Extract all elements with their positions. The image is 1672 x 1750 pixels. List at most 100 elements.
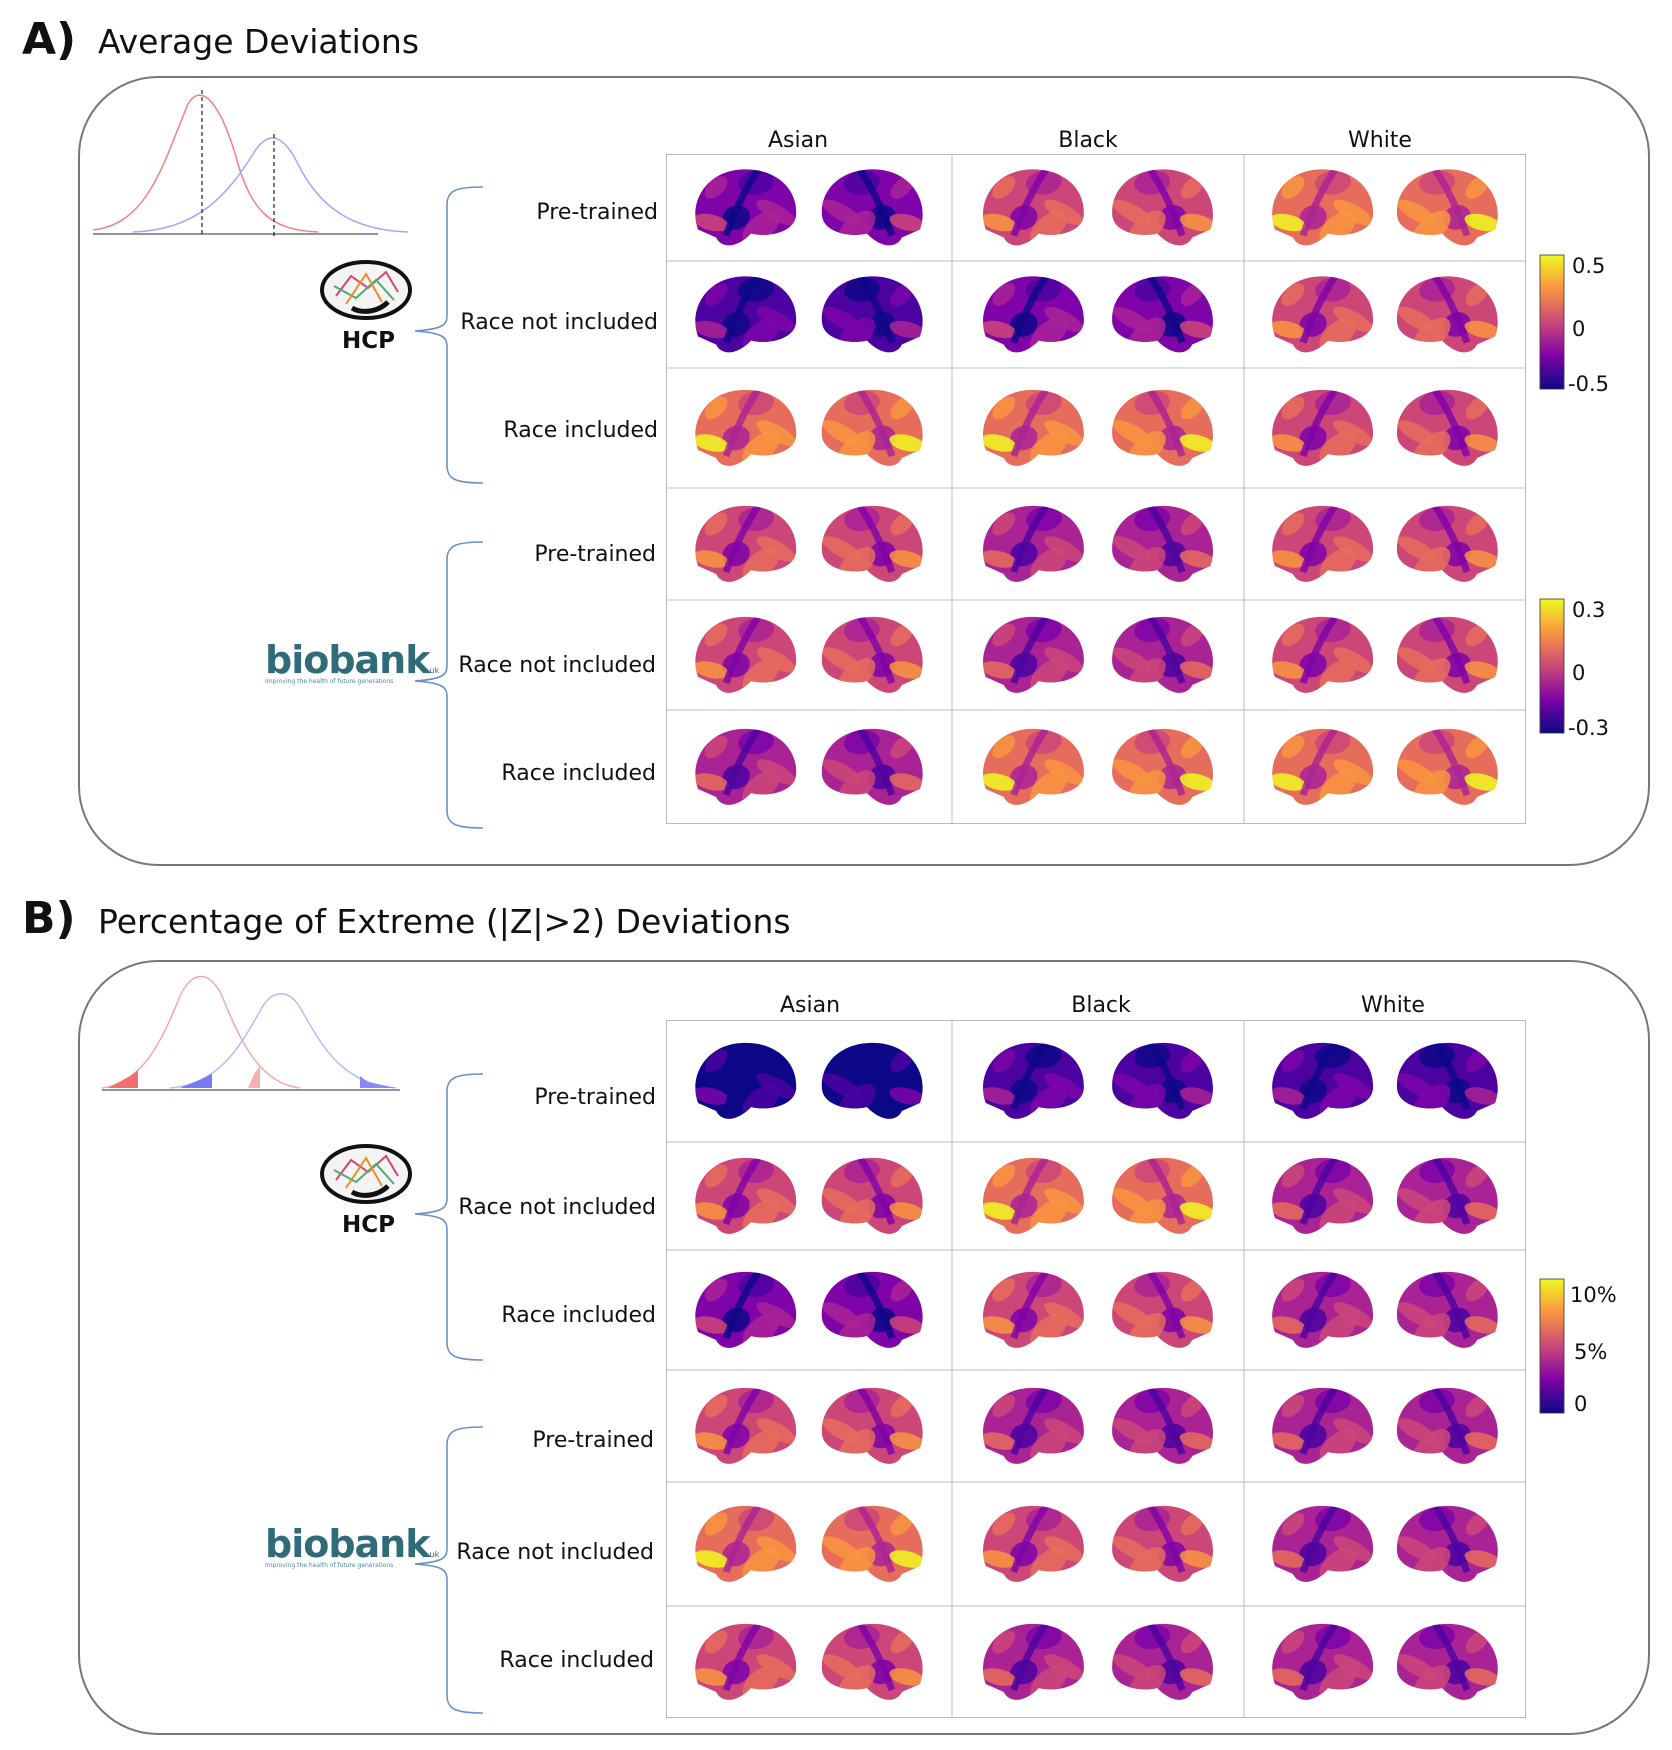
brain-surface-left (1272, 728, 1374, 805)
brain-surface-right (1396, 616, 1498, 693)
brain-surface-right (1396, 1271, 1498, 1348)
biobank-logo-uk: uk (429, 1550, 440, 1559)
biobank-logo-word: biobank (265, 638, 431, 682)
brain-surface-right (821, 1271, 923, 1348)
brain-surface-left (983, 505, 1084, 582)
row-label: Pre-trained (536, 200, 658, 225)
brain-surface-left (1272, 1157, 1374, 1234)
colorbar-a-hcp (1539, 254, 1565, 390)
brain-surface-right (1112, 616, 1213, 693)
section-a-title: Average Deviations (98, 22, 420, 61)
brain-surface-left (983, 1623, 1084, 1700)
brain-surface-right (821, 616, 923, 693)
colorbar-tick: 5% (1574, 1340, 1608, 1364)
brain-surface-right (1112, 1042, 1213, 1119)
colorbar-tick: 0.5 (1572, 254, 1606, 278)
row-label: Race included (503, 418, 658, 443)
colorbar-tick: 0 (1572, 661, 1586, 685)
row-label: Race not included (456, 1540, 654, 1565)
grid-frame (666, 154, 1526, 824)
brain-surface-left (1272, 389, 1374, 466)
brain-surface-left (695, 616, 797, 693)
brain-grid-b (666, 1020, 1526, 1718)
col-label-black: Black (1071, 993, 1131, 1018)
bracket-biobank-a (414, 541, 484, 829)
brain-surface-right (821, 728, 923, 805)
brain-surface-right (821, 1623, 923, 1700)
row-label: Race included (501, 1303, 656, 1328)
biobank-logo-uk: uk (429, 666, 440, 675)
hcp-brain-logo (320, 1144, 412, 1204)
biobank-logo-tagline: Improving the health of future generatio… (265, 678, 394, 685)
brain-surface-right (821, 169, 923, 246)
brain-surface-left (983, 389, 1084, 466)
colorbar-tick: 0.3 (1572, 598, 1606, 622)
colorbar-b (1539, 1278, 1565, 1414)
brain-surface-left (695, 1157, 797, 1234)
col-label-asian: Asian (767, 128, 829, 153)
brain-surface-right (821, 276, 923, 353)
brain-surface-left (1272, 1505, 1374, 1582)
brain-surface-right (1112, 1271, 1213, 1348)
brain-surface-right (1396, 505, 1498, 582)
hcp-logo-text: HCP (342, 1212, 395, 1238)
bracket-hcp-b (414, 1073, 484, 1361)
brain-grid-a (666, 154, 1526, 824)
brain-surface-left (695, 728, 797, 805)
brain-surface-left (983, 1157, 1084, 1234)
brain-surface-left (983, 1271, 1084, 1348)
brain-surface-right (821, 1505, 923, 1582)
brain-surface-left (983, 728, 1084, 805)
brain-surface-right (1112, 389, 1213, 466)
brain-surface-left (695, 1505, 797, 1582)
brain-surface-left (1272, 276, 1374, 353)
brain-surface-right (1396, 728, 1498, 805)
row-label: Race not included (458, 1195, 656, 1220)
brain-surface-right (821, 389, 923, 466)
row-label: Pre-trained (534, 542, 656, 567)
brain-surface-left (983, 1505, 1084, 1582)
brain-surface-right (1112, 169, 1213, 246)
row-label: Pre-trained (532, 1428, 654, 1453)
col-label-white: White (1348, 128, 1412, 153)
col-label-black: Black (1058, 128, 1118, 153)
brain-surface-right (1396, 1623, 1498, 1700)
brain-surface-left (1272, 169, 1374, 246)
brain-surface-right (1396, 1157, 1498, 1234)
brain-surface-right (1112, 1505, 1213, 1582)
brain-surface-right (821, 1157, 923, 1234)
brain-surface-right (1112, 276, 1213, 353)
col-label-asian: Asian (779, 993, 841, 1018)
brain-surface-left (983, 1042, 1084, 1119)
grid-frame (666, 1020, 1526, 1718)
bracket-biobank-b (414, 1426, 484, 1714)
colorbar-tick: -0.5 (1568, 372, 1609, 396)
brain-surface-left (695, 1623, 797, 1700)
colorbar-tick: 0 (1572, 317, 1586, 341)
row-label: Race not included (460, 310, 658, 335)
brain-surface-right (1396, 1505, 1498, 1582)
section-b-title: Percentage of Extreme (|Z|>2) Deviations (98, 902, 791, 941)
brain-surface-left (1272, 1623, 1374, 1700)
brain-surface-right (1396, 169, 1498, 246)
brain-surface-left (695, 1271, 797, 1348)
bracket-hcp-a (414, 186, 484, 484)
brain-surface-right (1396, 389, 1498, 466)
brain-surface-left (1272, 1042, 1374, 1119)
section-a-letter: A) (22, 14, 77, 65)
section-a-panel (78, 76, 1650, 866)
brain-surface-left (1272, 616, 1374, 693)
brain-surface-left (695, 389, 797, 466)
section-b-letter: B) (22, 893, 76, 944)
brain-surface-left (695, 169, 797, 246)
gaussian-curves-icon (92, 90, 409, 236)
brain-surface-left (695, 1042, 797, 1119)
colorbar-a-biobank (1539, 598, 1565, 734)
brain-surface-right (1396, 1042, 1498, 1119)
brain-surface-right (821, 1042, 923, 1119)
brain-surface-left (1272, 1271, 1374, 1348)
hcp-brain-logo (320, 260, 412, 320)
colorbar-tick: 0 (1574, 1392, 1588, 1416)
biobank-logo: biobankuk Improving the health of future… (265, 638, 439, 688)
brain-surface-left (1272, 505, 1374, 582)
